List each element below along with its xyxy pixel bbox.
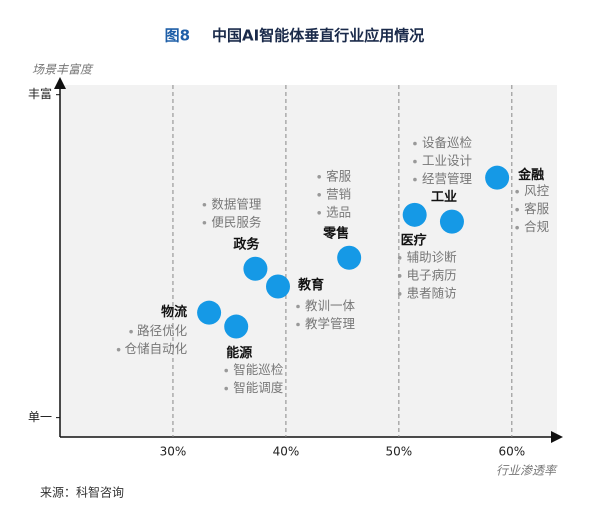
note: 风控	[524, 183, 550, 198]
point-label: 零售	[322, 225, 349, 241]
bullet	[515, 225, 519, 230]
point	[266, 274, 291, 299]
note: 合规	[524, 219, 549, 234]
note: 教训一体	[305, 298, 356, 313]
note: 患者随访	[407, 285, 457, 300]
note: 辅助诊断	[407, 249, 457, 264]
bullet	[296, 322, 300, 327]
point	[337, 245, 362, 270]
bullet	[413, 141, 417, 146]
bullet	[397, 274, 402, 278]
bullet	[317, 174, 321, 179]
point	[224, 314, 249, 339]
bullet	[317, 210, 321, 215]
bullet	[317, 192, 321, 197]
point	[402, 202, 427, 227]
y-axis-label: 场景丰富度	[32, 63, 94, 77]
point-label: 物流	[161, 304, 187, 320]
bullet	[296, 304, 300, 309]
note: 智能巡检	[233, 362, 284, 377]
bullet	[202, 220, 207, 225]
source: 来源：科智咨询	[40, 485, 124, 500]
note: 设备巡检	[422, 135, 473, 150]
bullet	[397, 292, 402, 296]
point-label: 工业	[431, 189, 457, 205]
note: 智能调度	[233, 380, 284, 395]
bullet	[224, 386, 229, 391]
y-tick-label: 丰富	[28, 86, 52, 101]
bullet	[116, 347, 121, 352]
note: 便民服务	[211, 214, 261, 229]
y-tick-label: 单一	[28, 410, 52, 424]
x-tick-label: 40%	[273, 445, 300, 459]
bullet	[413, 159, 417, 164]
note: 教学管理	[305, 316, 356, 331]
point	[197, 300, 222, 325]
chart-title: 中国AI智能体垂直行业应用情况	[212, 27, 424, 45]
point-label: 政务	[233, 236, 260, 252]
point-label: 医疗	[401, 232, 427, 248]
note: 经营管理	[422, 171, 473, 186]
bullet	[202, 202, 207, 207]
x-axis-label: 行业渗透率	[496, 464, 558, 478]
note: 工业设计	[422, 153, 472, 168]
x-tick-label: 30%	[160, 445, 187, 459]
note: 路径优化	[137, 323, 188, 338]
note: 数据管理	[211, 196, 262, 211]
note: 电子病历	[407, 267, 457, 282]
point-label: 金融	[517, 167, 544, 183]
x-tick-label: 50%	[386, 445, 413, 459]
bullet	[224, 368, 229, 373]
x-tick-label: 60%	[498, 445, 525, 459]
point	[439, 209, 464, 234]
note: 客服	[326, 168, 352, 183]
bullet	[515, 189, 519, 194]
point-label: 能源	[226, 345, 252, 361]
point	[485, 165, 510, 190]
point	[243, 256, 268, 281]
point-label: 教育	[297, 277, 324, 293]
bullet	[129, 329, 133, 334]
bullet	[413, 177, 417, 182]
note: 客服	[524, 201, 550, 216]
note: 仓储自动化	[125, 341, 188, 356]
note: 选品	[326, 204, 351, 219]
bullet	[515, 207, 519, 212]
note: 营销	[326, 186, 351, 201]
bullet	[397, 256, 402, 260]
figure-label: 图8	[165, 27, 190, 45]
plot-area	[60, 85, 557, 437]
